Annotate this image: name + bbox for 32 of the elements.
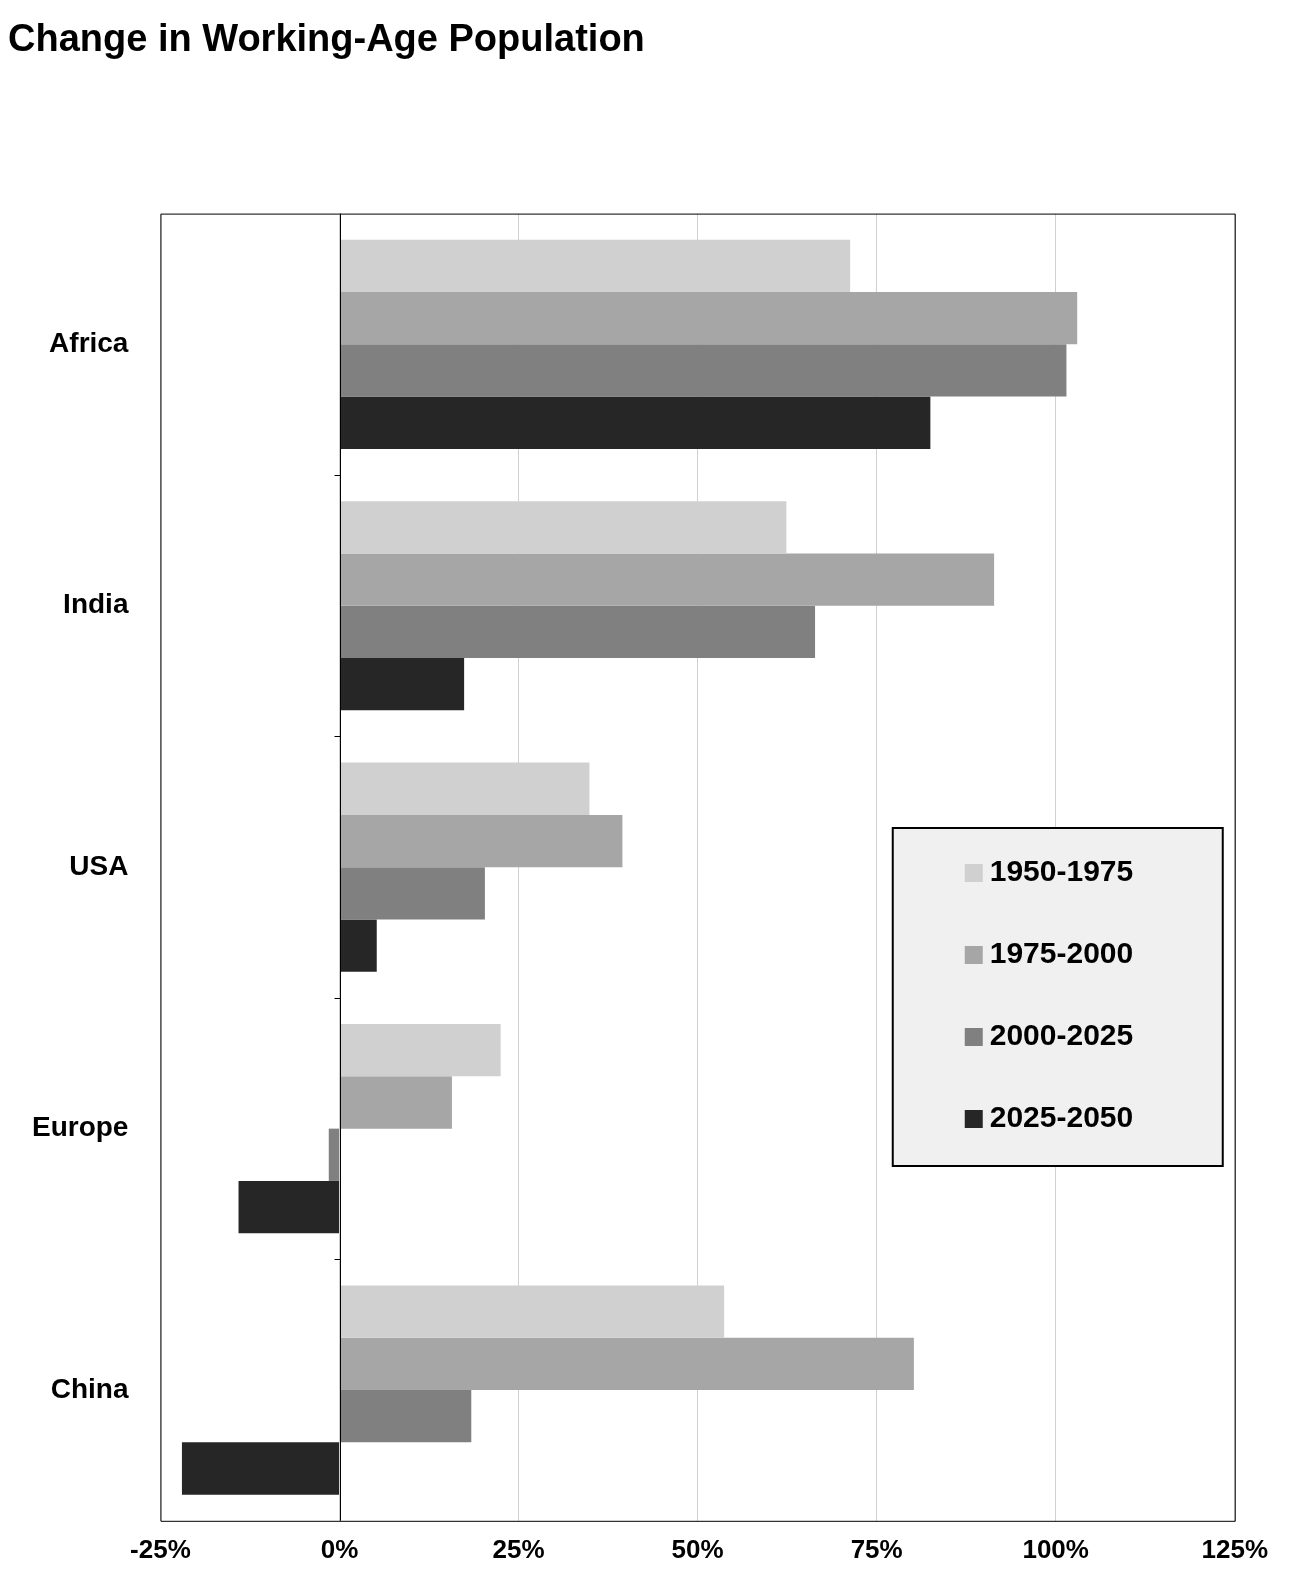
- bar: [340, 1390, 472, 1443]
- x-tick-label: 125%: [1201, 1533, 1268, 1564]
- bar: [340, 292, 1078, 345]
- y-tick-label: India: [63, 588, 129, 620]
- legend-label: 2000-2025: [989, 1018, 1134, 1052]
- y-tick-label: China: [50, 1372, 129, 1404]
- x-tick-label: 50%: [671, 1533, 724, 1564]
- bar: [340, 553, 995, 606]
- bar: [340, 344, 1067, 397]
- bar: [340, 658, 465, 711]
- legend-label: 1950-1975: [989, 854, 1134, 888]
- bar: [328, 1128, 339, 1181]
- y-tick-label: Africa: [49, 327, 129, 359]
- bar: [340, 396, 931, 449]
- chart-title: Change in Working-Age Population: [8, 17, 645, 60]
- bar: [340, 919, 377, 972]
- y-tick-label: Europe: [31, 1111, 129, 1143]
- x-tick-label: 75%: [850, 1533, 903, 1564]
- bar: [238, 1180, 339, 1234]
- bar: [340, 605, 816, 659]
- legend-label: 2025-2050: [989, 1100, 1134, 1134]
- x-tick-label: -25%: [130, 1533, 191, 1564]
- bar: [340, 1076, 452, 1129]
- bar: [340, 867, 485, 920]
- bar: [340, 1337, 914, 1391]
- x-tick-label: 0%: [320, 1533, 359, 1564]
- bar: [340, 814, 623, 868]
- x-tick-label: 25%: [492, 1533, 545, 1564]
- legend-label: 1975-2000: [989, 936, 1134, 970]
- bar: [181, 1442, 339, 1495]
- x-tick-label: 100%: [1022, 1533, 1089, 1564]
- y-tick-label: USA: [69, 849, 129, 881]
